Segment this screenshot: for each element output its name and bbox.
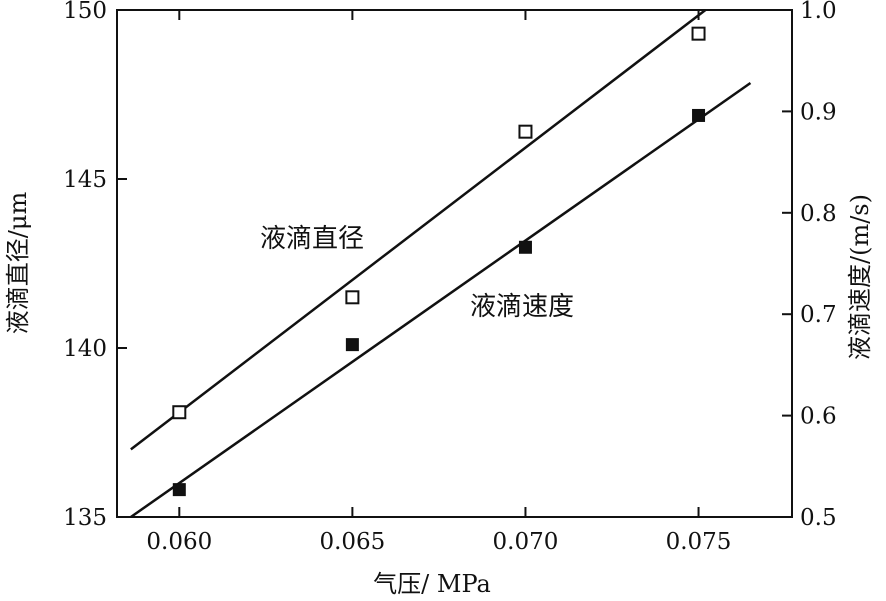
y-right-tick-label: 1.0	[800, 0, 837, 24]
fit-line	[130, 81, 752, 519]
plot-frame	[116, 9, 793, 518]
x-tick-label: 0.065	[319, 529, 385, 555]
y-left-tick-label: 145	[63, 167, 107, 193]
ticks	[117, 9, 792, 518]
x-axis-title: 气压/ MPa	[373, 570, 491, 598]
y-right-tick-label: 0.6	[800, 404, 837, 430]
y-left-tick-label: 135	[63, 505, 107, 531]
x-tick-label: 0.060	[146, 529, 212, 555]
y-left-tick-label: 150	[63, 0, 107, 24]
y-right-axis-title: 液滴速度/(m/s)	[846, 194, 874, 360]
annotation-diameter: 液滴直径	[260, 224, 364, 254]
x-tick-label: 0.075	[666, 529, 732, 555]
y-right-tick-label: 0.9	[800, 99, 837, 125]
x-tick-label: 0.070	[493, 529, 559, 555]
data-point-velocity	[518, 240, 532, 254]
annotation-velocity: 液滴速度	[470, 292, 574, 322]
data-point-velocity	[345, 338, 359, 352]
data-point-velocity	[692, 108, 706, 122]
data-point-diameter	[518, 124, 533, 139]
tick-labels: 0.060 0.065 0.070 0.075 135 140 145 150 0.5 0.6 0.…	[63, 0, 836, 555]
y-right-tick-label: 0.5	[800, 505, 837, 531]
data-point-diameter	[345, 290, 360, 305]
data-point-velocity	[172, 483, 186, 497]
data-point-diameter	[691, 26, 706, 41]
y-left-axis-title: 液滴直径/μm	[4, 192, 32, 335]
fit-lines	[130, 9, 752, 519]
data-point-diameter	[172, 405, 187, 420]
y-left-tick-label: 140	[63, 336, 107, 362]
y-right-tick-label: 0.8	[800, 201, 837, 227]
data-points	[172, 26, 706, 497]
fit-line	[130, 9, 707, 451]
y-right-tick-label: 0.7	[800, 302, 837, 328]
